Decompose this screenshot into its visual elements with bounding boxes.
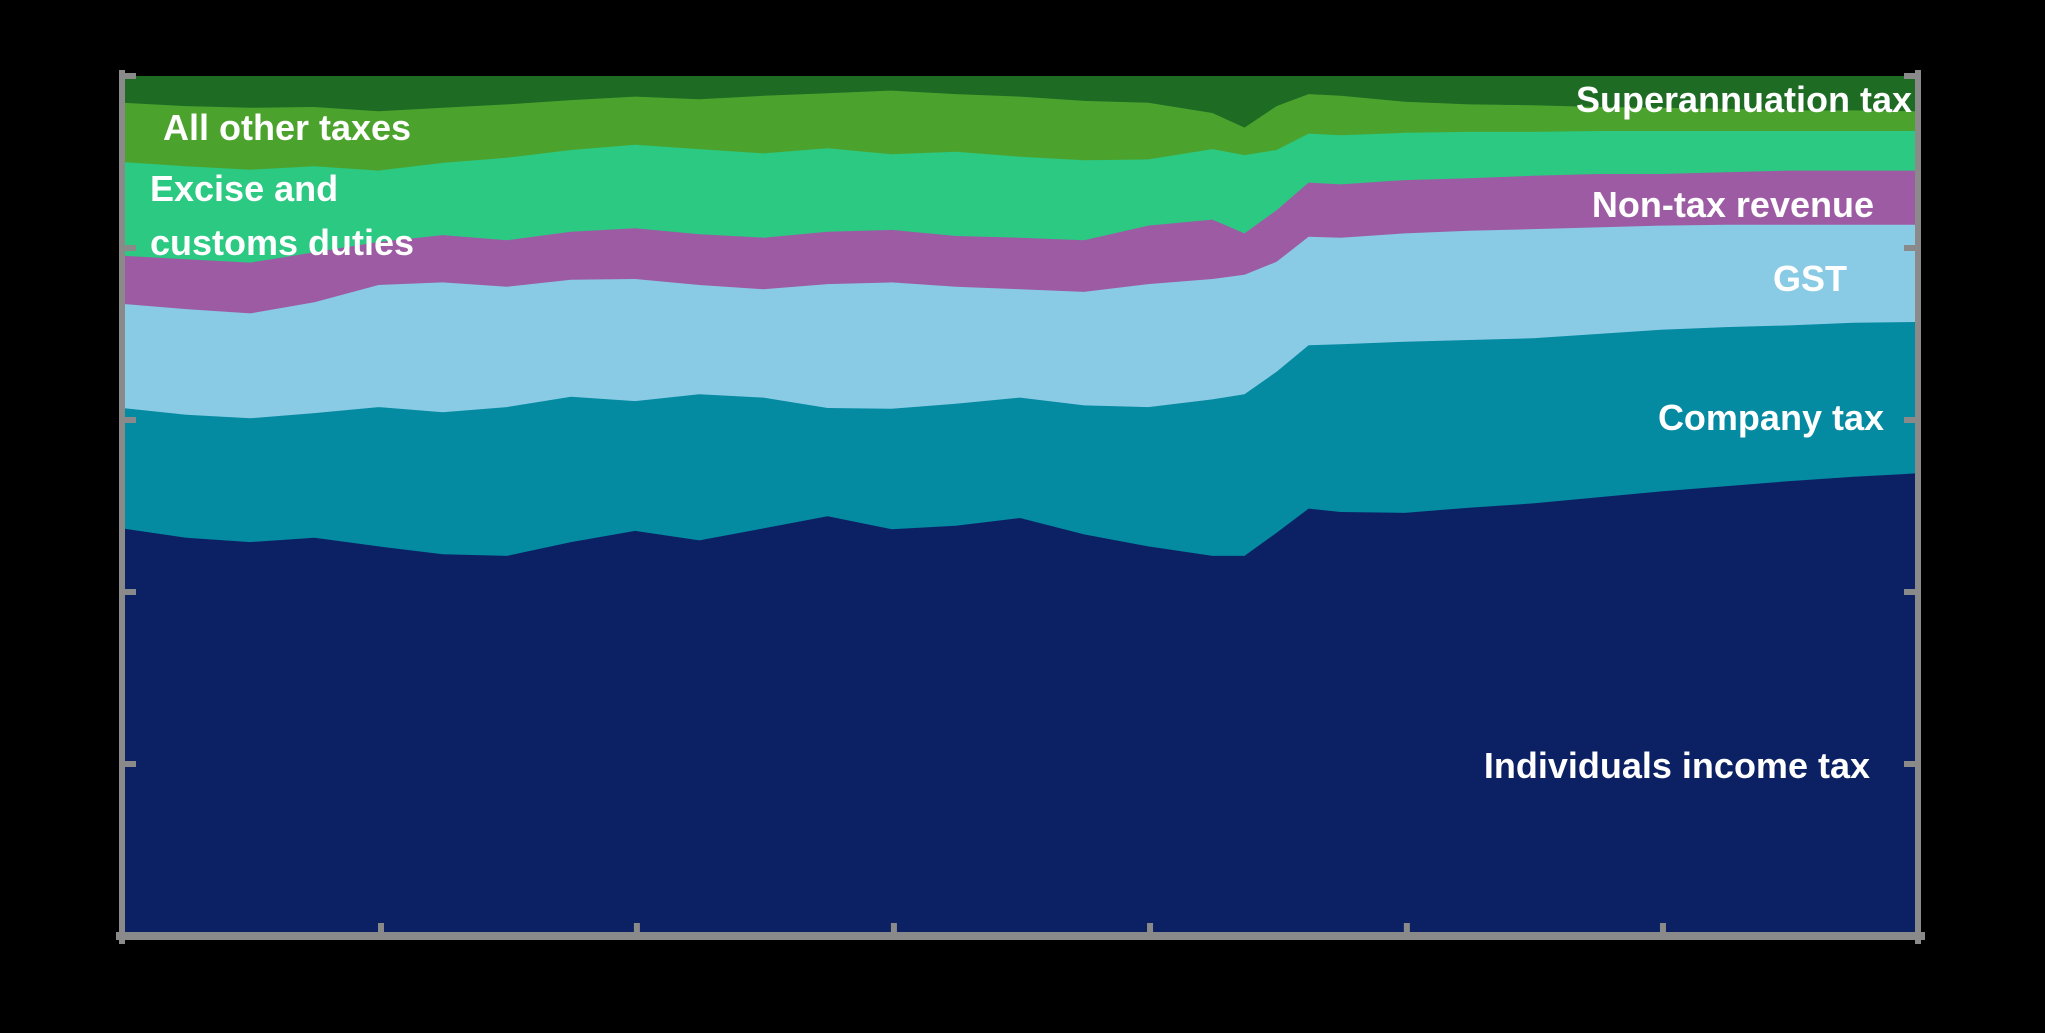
y-axis-tick-right <box>1904 245 1918 251</box>
y-axis-right-spine <box>1915 70 1921 944</box>
x-axis-tick <box>1659 923 1666 936</box>
label-excise-line1: Excise and <box>150 168 338 209</box>
label-superannuation-tax: Superannuation tax <box>1576 79 1912 120</box>
y-axis-tick-left <box>122 417 136 423</box>
series-labels: All other taxes Excise and customs dutie… <box>150 79 1912 786</box>
x-axis-tick <box>890 923 897 936</box>
y-axis-tick-right <box>1904 761 1918 767</box>
y-axis-tick-left <box>122 245 136 251</box>
label-all-other-taxes: All other taxes <box>163 107 411 148</box>
y-axis-tick-right <box>1904 417 1918 423</box>
x-axis-spine <box>116 932 1925 940</box>
label-gst: GST <box>1773 258 1847 299</box>
label-non-tax-revenue: Non-tax revenue <box>1592 184 1874 225</box>
y-axis-left-spine <box>119 70 125 944</box>
y-axis-tick-right <box>1904 73 1918 79</box>
label-individuals-income-tax: Individuals income tax <box>1484 745 1870 786</box>
y-axis-tick-left <box>122 761 136 767</box>
area-individuals-income-tax <box>122 473 1918 936</box>
label-company-tax: Company tax <box>1658 397 1884 438</box>
axes <box>116 70 1925 944</box>
x-axis-tick <box>1403 923 1410 936</box>
x-axis-tick <box>633 923 640 936</box>
chart-areas <box>122 76 1918 937</box>
y-axis-tick-right <box>1904 589 1918 595</box>
axis-ticks <box>122 73 1918 936</box>
x-axis-tick <box>1147 923 1154 936</box>
y-axis-tick-left <box>122 73 136 79</box>
label-excise-line2: customs duties <box>150 222 414 263</box>
y-axis-tick-left <box>122 589 136 595</box>
x-axis-tick <box>377 923 384 936</box>
